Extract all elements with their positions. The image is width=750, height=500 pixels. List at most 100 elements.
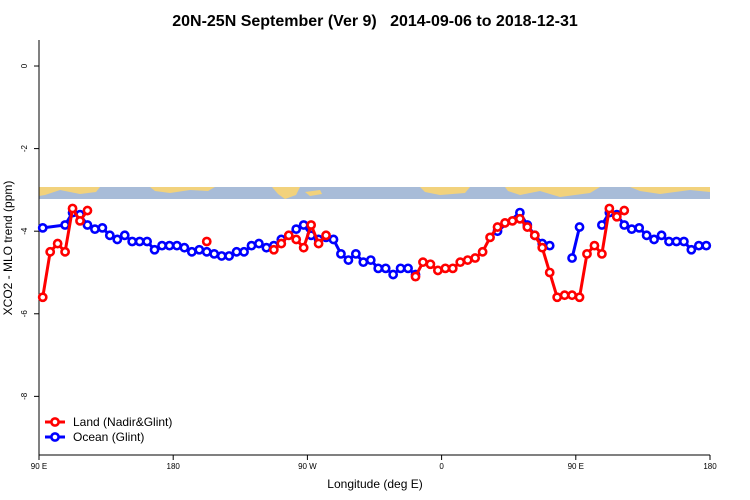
point (611, 211, 622, 222)
point (142, 236, 153, 247)
point (485, 232, 495, 243)
point (127, 236, 138, 247)
point (75, 215, 85, 226)
point (462, 255, 473, 265)
point (410, 271, 421, 282)
point (552, 292, 563, 303)
point (134, 236, 145, 247)
point (701, 240, 712, 251)
point (656, 230, 667, 241)
point (82, 220, 93, 230)
point (537, 242, 548, 253)
point (194, 244, 205, 255)
point (388, 269, 399, 280)
point (440, 263, 451, 274)
point (596, 249, 607, 259)
point (686, 244, 697, 255)
point (97, 222, 108, 233)
y-tick-label: -8 (20, 392, 29, 400)
legend-label: Ocean (Glint) (73, 430, 144, 444)
y-tick-label: -6 (20, 310, 29, 318)
x-axis-label: Longitude (deg E) (327, 477, 422, 491)
y-tick-label: 0 (20, 63, 29, 68)
legend-marker (50, 432, 60, 442)
point (90, 224, 100, 235)
point (693, 240, 704, 251)
point (149, 244, 160, 255)
point (157, 240, 167, 251)
point (380, 263, 391, 274)
x-tick-label: 90 E (31, 462, 47, 471)
point (328, 234, 339, 245)
point (500, 218, 510, 228)
point (291, 224, 302, 235)
point (395, 263, 406, 274)
point (634, 222, 645, 233)
point (231, 246, 242, 257)
point (604, 203, 615, 214)
point (172, 240, 182, 251)
point (179, 242, 190, 253)
point (447, 263, 458, 274)
point (239, 246, 249, 257)
point (649, 234, 659, 245)
point (224, 251, 235, 261)
point (209, 249, 220, 259)
point (544, 240, 555, 251)
legend: Land (Nadir&Glint)Ocean (Glint) (45, 415, 172, 444)
point (619, 220, 630, 230)
point (313, 238, 324, 249)
point (350, 249, 361, 259)
point (470, 253, 481, 263)
point (455, 257, 466, 268)
point (60, 220, 70, 230)
point (254, 238, 264, 249)
point (37, 222, 48, 233)
point (298, 242, 309, 253)
point (664, 236, 674, 247)
x-tick-label: 180 (167, 462, 181, 471)
point (261, 242, 272, 253)
point (164, 240, 175, 251)
point (507, 215, 518, 226)
point (343, 255, 354, 265)
point (619, 205, 630, 216)
point (276, 238, 287, 249)
point (432, 265, 443, 276)
point (358, 257, 369, 268)
point (567, 253, 577, 263)
point (201, 236, 212, 247)
point (37, 292, 48, 303)
point (567, 290, 577, 301)
point (582, 249, 592, 259)
point (373, 263, 384, 274)
point (559, 290, 570, 301)
point (641, 230, 652, 241)
point (679, 236, 689, 247)
plot-area (37, 203, 712, 303)
point (574, 292, 585, 303)
point (246, 240, 257, 251)
x-tick-label: 0 (439, 462, 444, 471)
point (112, 234, 123, 245)
point (477, 246, 488, 257)
point (268, 244, 279, 255)
point (283, 230, 294, 241)
x-tick-label: 90 W (298, 462, 317, 471)
point (104, 230, 115, 241)
point (336, 249, 346, 259)
point (522, 222, 533, 232)
chart-title: 20N-25N September (Ver 9) 2014-09-06 to … (172, 13, 578, 30)
point (321, 230, 331, 241)
y-tick-label: -4 (20, 227, 29, 235)
point (365, 255, 376, 265)
point (596, 220, 607, 230)
point (626, 224, 637, 235)
point (671, 236, 682, 247)
legend-label: Land (Nadir&Glint) (73, 415, 172, 429)
point (544, 267, 555, 278)
x-tick-label: 180 (703, 462, 717, 471)
point (589, 240, 600, 251)
y-axis-label: XCO2 - MLO trend (ppm) (1, 181, 15, 316)
point (492, 222, 503, 232)
